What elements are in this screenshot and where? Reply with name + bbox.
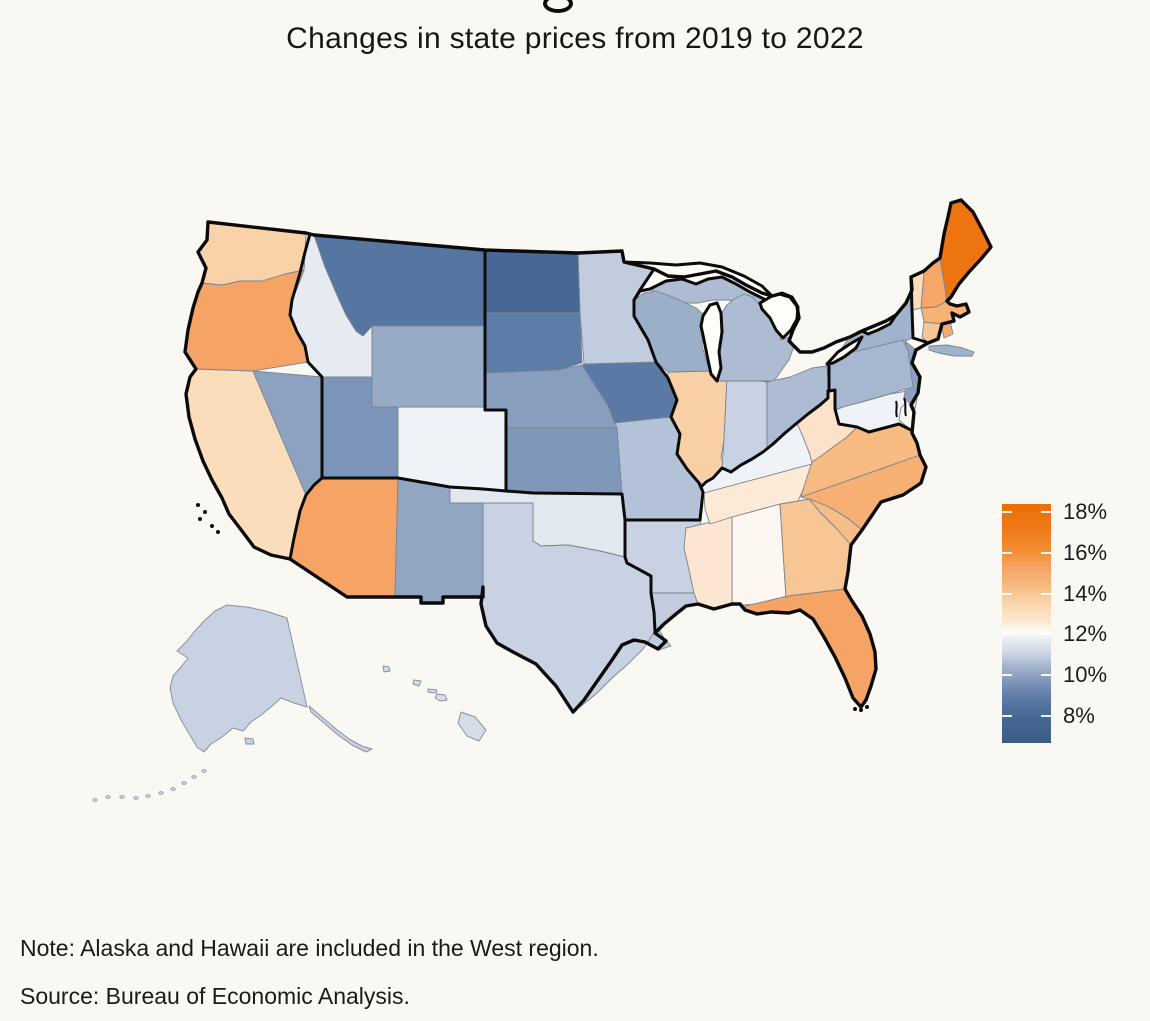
chesapeake-bay-lines — [903, 397, 907, 417]
coastal-island-dot — [198, 517, 202, 521]
aleutian-islands-dots — [201, 769, 207, 773]
state-co — [397, 406, 507, 492]
lake-erie-shape — [825, 335, 864, 366]
legend-tick-mark — [1041, 510, 1051, 513]
aleutian-islands-dots — [158, 791, 164, 795]
legend-tick-label: 18% — [1063, 498, 1108, 524]
coastal-island-dot — [865, 705, 869, 709]
state-ak — [169, 604, 308, 753]
region-border-line — [826, 360, 831, 393]
legend-tick-label: 12% — [1063, 621, 1108, 647]
aleutian-islands-dots — [105, 795, 111, 799]
legend-gradient-bar — [1002, 504, 1051, 743]
legend-tick-label: 10% — [1063, 662, 1108, 688]
state-or — [184, 269, 309, 372]
note-text: Note: Alaska and Hawaii are included in … — [20, 935, 599, 961]
legend-tick-mark — [1041, 674, 1051, 677]
coastal-island-dot — [216, 530, 220, 534]
state-hi — [434, 693, 448, 702]
state-al — [731, 503, 787, 606]
legend-tick-mark — [1002, 592, 1012, 595]
coastal-island-dot — [210, 524, 214, 528]
legend-tick-mark — [1002, 633, 1012, 636]
legend-tick-mark — [1002, 551, 1012, 554]
legend-tick-mark — [1041, 592, 1051, 595]
legend-tick-label: 16% — [1063, 539, 1108, 565]
aleutian-islands-dots — [170, 787, 176, 791]
state-ny — [928, 344, 975, 357]
state-hi — [412, 679, 422, 687]
chart-title: Changes in state prices from 2019 to 202… — [286, 22, 864, 55]
legend-tick-label: 8% — [1063, 703, 1095, 729]
legend-tick-mark — [1002, 715, 1012, 718]
aleutian-islands-dots — [92, 798, 98, 802]
state-hi — [457, 711, 487, 742]
state-nd — [484, 249, 581, 314]
clipped-title-fragment — [543, 0, 573, 13]
aleutian-islands-dots — [133, 796, 139, 800]
state-hi — [382, 665, 391, 673]
legend-tick-mark — [1002, 674, 1012, 677]
coastal-island-dot — [203, 510, 207, 514]
region-border-line — [623, 298, 705, 522]
region-border-line — [504, 489, 657, 633]
lake-michigan-shape — [699, 301, 724, 383]
legend-tick-mark — [1041, 633, 1051, 636]
aleutian-islands-dots — [191, 775, 197, 779]
region-border-line — [699, 389, 830, 489]
source-text: Source: Bureau of Economic Analysis. — [20, 983, 410, 1009]
legend-tick-mark — [1002, 510, 1012, 513]
aleutian-islands-dots — [145, 794, 151, 798]
national-outline — [183, 198, 993, 714]
region-border-line — [288, 232, 324, 561]
coastal-island-dot — [853, 707, 857, 711]
state-hi — [427, 688, 438, 694]
coastal-island-dot — [196, 503, 200, 507]
coastal-island-dot — [859, 708, 863, 712]
state-sd — [484, 312, 583, 374]
state-ks — [505, 427, 623, 495]
region-border-line — [827, 388, 913, 434]
chesapeake-bay-lines — [895, 400, 898, 418]
aleutian-islands-dots — [181, 781, 187, 785]
legend-tick-mark — [1041, 715, 1051, 718]
state-ak — [244, 737, 255, 745]
state-wy — [371, 325, 486, 408]
aleutian-islands-dots — [119, 795, 125, 799]
legend-tick-label: 14% — [1063, 580, 1108, 606]
state-ak — [308, 705, 373, 753]
legend-tick-mark — [1041, 551, 1051, 554]
